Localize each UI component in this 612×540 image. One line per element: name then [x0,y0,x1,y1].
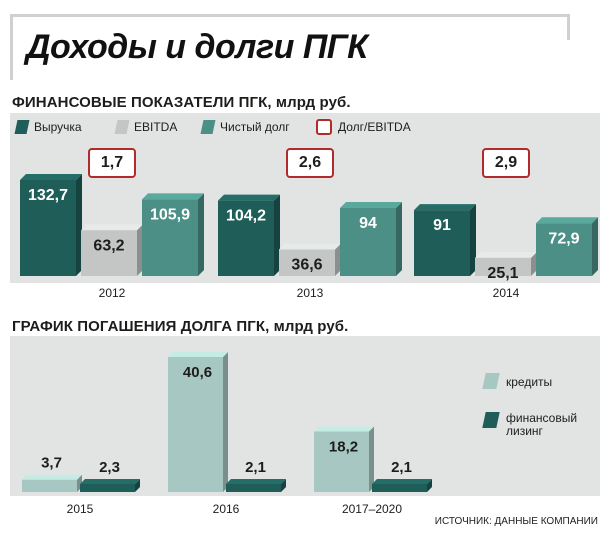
data-label-revenue-2012: 132,7 [28,187,68,204]
legend-label-revenue: Выручка [34,120,82,134]
bar-revenue-2014 [414,204,476,276]
data-label-net-debt-2014: 72,9 [548,230,579,247]
bar-credits-2016 [168,352,228,492]
chart2-title: ГРАФИК ПОГАШЕНИЯ ДОЛГА ПГК, млрд руб. [12,318,349,335]
bar-credits-2017–2020 [314,426,374,492]
bar-net-debt-2013 [340,201,402,276]
legend-label-leasing: финансовый лизинг [506,411,578,438]
legend-item-revenue: Выручка [14,119,82,135]
data-label-leasing-2016: 2,1 [245,459,266,476]
bar-revenue-2013 [218,194,280,276]
legend-label-ebitda: EBITDA [134,120,178,134]
chart2-panel [10,336,600,496]
bar-ebitda-2012 [81,224,143,276]
page-title: Доходы и долги ПГК [26,28,368,66]
data-label-revenue-2014: 91 [433,217,451,234]
bar-revenue-2012 [20,174,82,276]
x-tick-2017–2020: 2017–2020 [342,502,402,516]
data-label-revenue-2013: 104,2 [226,208,266,225]
x-tick-2016: 2016 [213,502,240,516]
bar-leasing-2015 [80,479,140,492]
frame-top-line [10,14,570,17]
source-note: ИСТОЧНИК: ДАННЫЕ КОМПАНИИ [434,516,598,527]
x-tick-2012: 2012 [99,286,126,300]
legend-item-credits: кредиты [482,373,553,389]
legend-label-net-debt: Чистый долг [220,120,290,134]
data-label-credits-2016: 40,6 [183,364,212,381]
bar-ebitda-2013 [279,243,341,276]
bar-leasing-2017–2020 [372,479,432,492]
bar-ebitda-2014 [475,251,537,276]
legend-item-leasing: финансовый лизинг [482,411,586,438]
data-label-credits-2015: 3,7 [41,455,62,472]
data-label-ebitda-2013: 36,6 [291,257,322,274]
data-label-credits-2017–2020: 18,2 [329,438,358,455]
frame-left-line [10,14,13,80]
bar-leasing-2016 [226,479,286,492]
data-label-leasing-2015: 2,3 [99,459,120,476]
legend-swatch-debt-ebitda [316,119,332,135]
ratio-box-2013: 2,6 [286,148,334,178]
legend-label-credits: кредиты [506,375,553,389]
ratio-box-2012: 1,7 [88,148,136,178]
legend-item-net-debt: Чистый долг [200,119,290,135]
legend-item-debt-ebitda: Долг/EBITDA [316,119,411,135]
x-tick-2015: 2015 [67,502,94,516]
bar-net-debt-2012 [142,193,204,276]
legend-label-debt-ebitda: Долг/EBITDA [338,120,411,134]
legend-item-ebitda: EBITDA [114,119,178,135]
frame-right-line [567,14,570,40]
bar-credits-2015 [22,474,82,492]
data-label-ebitda-2014: 25,1 [487,265,518,282]
chart1-title: ФИНАНСОВЫЕ ПОКАЗАТЕЛИ ПГК, млрд руб. [12,94,351,111]
x-tick-2013: 2013 [297,286,324,300]
bar-net-debt-2014 [536,217,598,276]
data-label-leasing-2017–2020: 2,1 [391,459,412,476]
data-label-ebitda-2012: 63,2 [93,237,124,254]
ratio-box-2014: 2,9 [482,148,530,178]
data-label-net-debt-2012: 105,9 [150,206,190,223]
x-tick-2014: 2014 [493,286,520,300]
data-label-net-debt-2013: 94 [359,215,377,232]
